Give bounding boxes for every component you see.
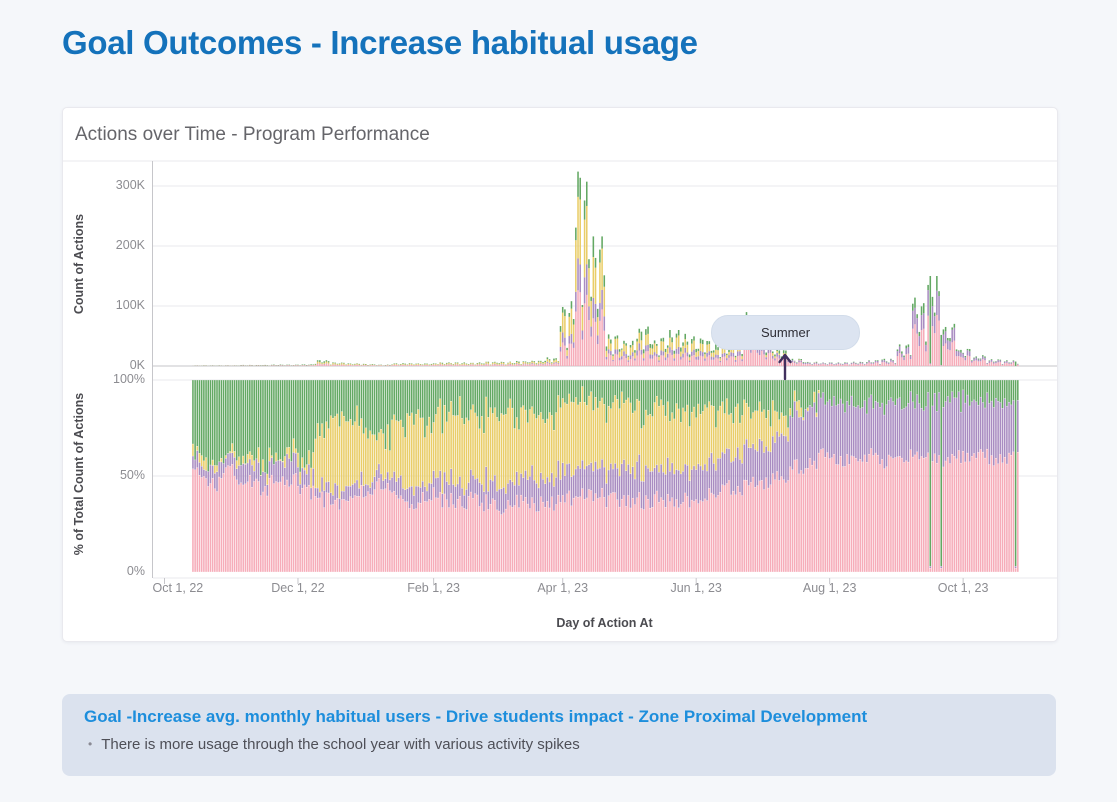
y-tick-label: 200K: [115, 238, 145, 252]
insight-title: Goal -Increase avg. monthly habitual use…: [84, 707, 868, 726]
x-tick-label: Oct 1, 23: [937, 581, 989, 595]
x-tick-label: Oct 1, 22: [152, 581, 204, 595]
x-tick-label: Aug 1, 23: [802, 581, 857, 595]
y-tick-label: 100%: [113, 372, 145, 386]
x-tick-label: Jun 1, 23: [670, 581, 722, 595]
bullet-icon: •: [88, 737, 93, 751]
chart-plot[interactable]: [63, 158, 1057, 593]
y-tick-label: 50%: [119, 468, 145, 482]
chart-card: Actions over Time - Program Performance …: [62, 107, 1058, 642]
y-tick-label: 100K: [115, 298, 145, 312]
insight-card: Goal -Increase avg. monthly habitual use…: [62, 694, 1056, 776]
summer-annotation: Summer: [711, 315, 860, 350]
page-title: Goal Outcomes - Increase habitual usage: [62, 24, 698, 61]
y-tick-label: 0%: [126, 564, 145, 578]
x-tick-label: Dec 1, 22: [271, 581, 325, 595]
y-tick-label: 300K: [115, 178, 145, 192]
insight-bullet: • There is more usage through the school …: [88, 736, 1036, 753]
x-axis-title: Day of Action At: [556, 616, 653, 630]
x-tick-label: Feb 1, 23: [407, 581, 461, 595]
insight-bullet-text: There is more usage through the school y…: [101, 736, 580, 753]
arrow-up-icon: [778, 353, 792, 381]
chart-title: Actions over Time - Program Performance: [75, 124, 430, 145]
y-tick-label: 0K: [129, 358, 145, 372]
x-tick-label: Apr 1, 23: [537, 581, 589, 595]
summer-annotation-label: Summer: [760, 325, 811, 340]
